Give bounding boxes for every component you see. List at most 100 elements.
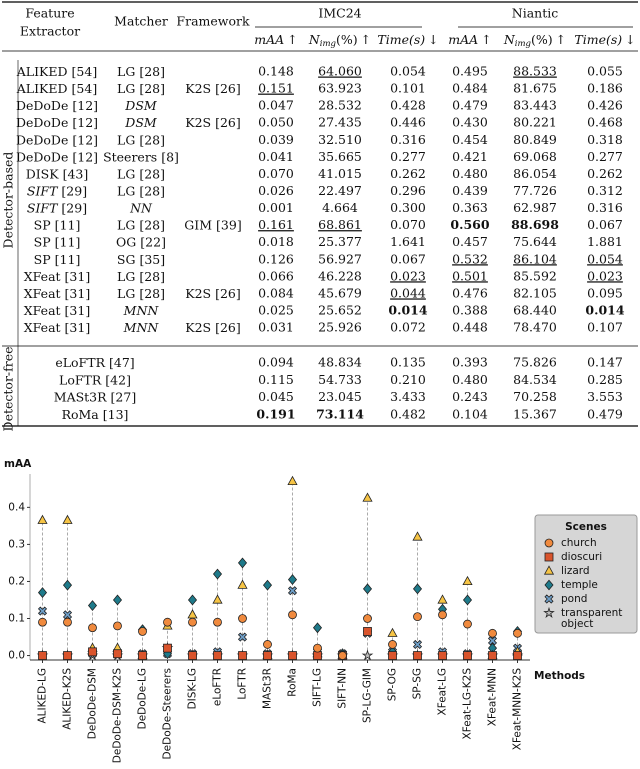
cell: 63.923 xyxy=(318,81,362,96)
cell: 0.393 xyxy=(452,355,488,370)
cell: 0.457 xyxy=(452,234,488,249)
ref: [31] xyxy=(65,320,91,335)
point xyxy=(263,651,272,660)
cell: 0.067 xyxy=(390,251,426,266)
legend-marker xyxy=(544,538,554,548)
ref: [42] xyxy=(105,372,131,387)
cell: 0.047 xyxy=(258,98,294,113)
framework: K2S [26] xyxy=(185,115,241,130)
matcher: Steerers [8] xyxy=(103,149,179,164)
point xyxy=(188,617,197,627)
feature-extractor: SP [11] xyxy=(34,251,81,266)
cell: 0.300 xyxy=(390,200,426,215)
point xyxy=(213,651,222,660)
cell: 0.014 xyxy=(388,302,427,317)
feature-extractor: LoFTR [42] xyxy=(59,372,131,387)
ref: [8] xyxy=(161,149,179,164)
x-tick-label: DeDoDe-DSM-K2S xyxy=(112,668,124,764)
name: K2S xyxy=(185,115,211,130)
matcher: LG [28] xyxy=(117,285,165,300)
ref: [31] xyxy=(65,285,91,300)
cell: 0.084 xyxy=(258,285,294,300)
cell: 4.664 xyxy=(322,200,358,215)
cell: 83.443 xyxy=(513,98,557,113)
name: OG xyxy=(116,234,136,249)
legend-label: temple xyxy=(561,579,598,591)
name: XFeat xyxy=(24,268,61,283)
name: ALIKED xyxy=(16,64,68,79)
point xyxy=(113,621,122,631)
x-tick-label: SIFT-LG xyxy=(312,668,324,707)
cell: 64.060 xyxy=(318,64,362,79)
name: LG xyxy=(117,268,135,283)
point xyxy=(213,617,222,627)
cell: 0.094 xyxy=(258,355,294,370)
header: Feature xyxy=(25,6,74,21)
cell: 75.644 xyxy=(513,234,557,249)
point xyxy=(513,651,522,660)
point xyxy=(237,632,248,642)
cell: 0.262 xyxy=(587,166,623,181)
metric-name: N xyxy=(308,32,321,47)
ref: [12] xyxy=(72,132,98,147)
scatter-chart: mAA Methods 0.0 0.1 0.2 0.3 0.4 ALIKED-LG ALIKED… xyxy=(4,458,638,764)
point xyxy=(38,617,47,627)
point xyxy=(37,606,48,616)
ref: [26] xyxy=(215,81,241,96)
feature-extractor: XFeat [31] xyxy=(24,320,90,335)
x-tick-label: DeDoDe-Steerers xyxy=(162,668,174,759)
cell: 3.553 xyxy=(587,389,623,404)
cell: 68.861 xyxy=(318,217,362,232)
cell: 68.440 xyxy=(513,302,557,317)
point xyxy=(163,617,172,627)
point xyxy=(312,622,323,634)
cell: 80.221 xyxy=(513,115,557,130)
name: DSM xyxy=(124,98,158,113)
group-label: Detector-based xyxy=(1,152,16,249)
framework: K2S [26] xyxy=(185,81,241,96)
point xyxy=(212,594,223,604)
cell: 0.095 xyxy=(587,285,623,300)
y-tick-label: 0.0 xyxy=(8,650,25,662)
name: K2S xyxy=(185,81,211,96)
point xyxy=(287,574,298,586)
name: LG xyxy=(117,217,135,232)
point xyxy=(262,579,273,591)
name: Steerers xyxy=(103,149,157,164)
cell: 48.834 xyxy=(318,355,362,370)
point xyxy=(438,651,447,660)
metric-arrow: ↑ xyxy=(287,32,297,47)
cell: 32.510 xyxy=(318,132,362,147)
name: RoMa xyxy=(62,406,100,421)
cell: 69.068 xyxy=(513,149,557,164)
cell: 0.363 xyxy=(452,200,488,215)
point xyxy=(188,651,197,660)
cell: 0.480 xyxy=(452,166,488,181)
cell: 0.243 xyxy=(452,389,488,404)
cell: 1.641 xyxy=(390,234,426,249)
point xyxy=(288,610,297,620)
cell: 0.147 xyxy=(587,355,623,370)
name: GIM xyxy=(184,217,212,232)
cell: 75.826 xyxy=(513,355,557,370)
cell: 0.014 xyxy=(585,302,624,317)
cell: 0.067 xyxy=(587,217,623,232)
cell: 0.041 xyxy=(258,149,294,164)
name: MNN xyxy=(123,320,160,335)
cell: 0.277 xyxy=(587,149,623,164)
framework: GIM [39] xyxy=(184,217,241,232)
ref: [26] xyxy=(215,320,241,335)
cell: 62.987 xyxy=(513,200,557,215)
point xyxy=(63,617,72,627)
point xyxy=(387,627,398,637)
name: DeDoDe xyxy=(16,132,68,147)
header: Matcher xyxy=(114,14,168,29)
name: SP xyxy=(34,251,51,266)
ref: [28] xyxy=(139,132,165,147)
ref: [28] xyxy=(139,81,165,96)
x-tick-label: SIFT-NN xyxy=(337,668,349,709)
name: LG xyxy=(117,166,135,181)
feature-extractor: DeDoDe [12] xyxy=(16,149,98,164)
ref: [43] xyxy=(63,166,89,181)
cell: 0.448 xyxy=(452,320,488,335)
